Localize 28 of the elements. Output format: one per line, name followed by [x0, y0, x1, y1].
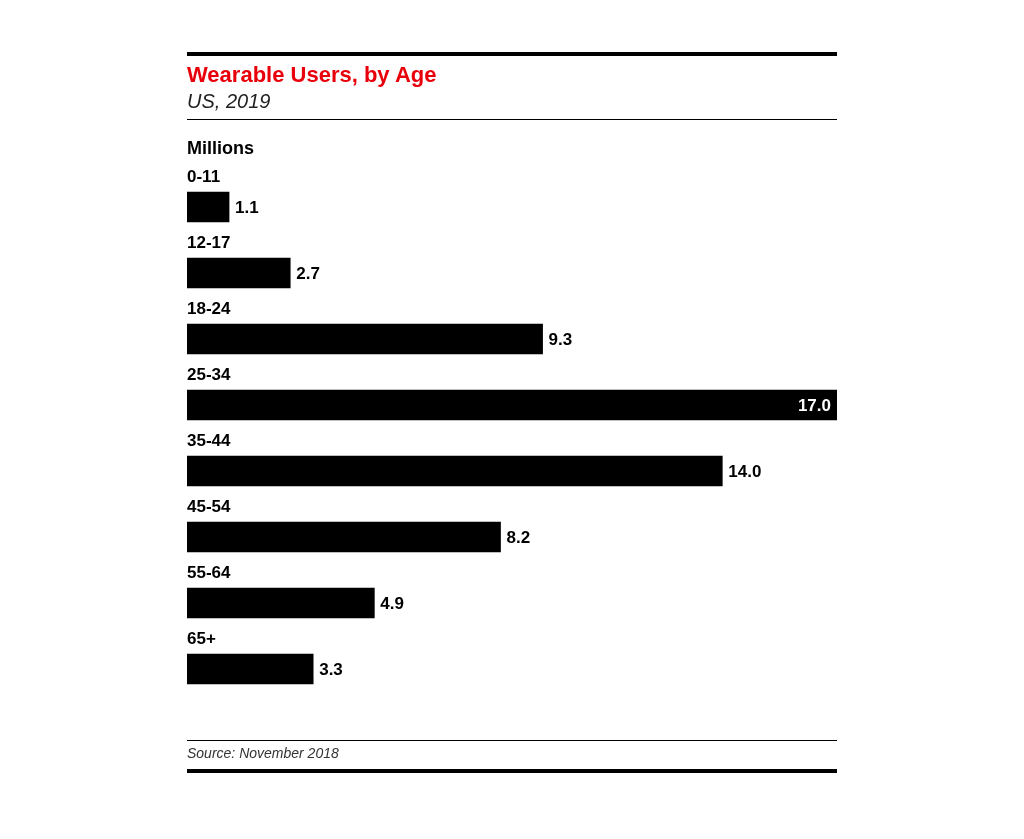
data-label: 2.7	[296, 263, 320, 283]
bar	[187, 587, 375, 619]
data-label: 8.2	[506, 527, 531, 547]
y-tick-label: 55-64	[187, 563, 232, 583]
bar	[187, 389, 837, 421]
y-tick-label: 25-34	[187, 365, 232, 385]
y-tick-label: 45-54	[187, 497, 232, 517]
bar	[187, 455, 723, 487]
y-tick-label: 0-11	[187, 167, 221, 187]
bar	[187, 257, 291, 289]
data-label: 9.3	[548, 329, 573, 349]
chart-subtitle: US, 2019	[187, 90, 272, 113]
x-axis-title: Millions	[187, 138, 255, 160]
bar	[187, 653, 314, 685]
data-label: 14.0	[728, 461, 762, 481]
data-label: 4.9	[380, 593, 404, 613]
bar	[187, 191, 230, 223]
data-label: 17.0	[797, 395, 831, 415]
bar	[187, 521, 501, 553]
bar	[187, 323, 543, 355]
source-note: Source: November 2018	[187, 745, 340, 761]
y-tick-label: 35-44	[187, 431, 232, 451]
y-tick-label: 18-24	[187, 299, 232, 319]
data-label: 3.3	[319, 659, 343, 679]
y-tick-label: 12-17	[187, 233, 231, 253]
y-tick-label: 65+	[187, 629, 216, 649]
chart-title: Wearable Users, by Age	[187, 62, 438, 88]
data-label: 1.1	[235, 197, 259, 217]
